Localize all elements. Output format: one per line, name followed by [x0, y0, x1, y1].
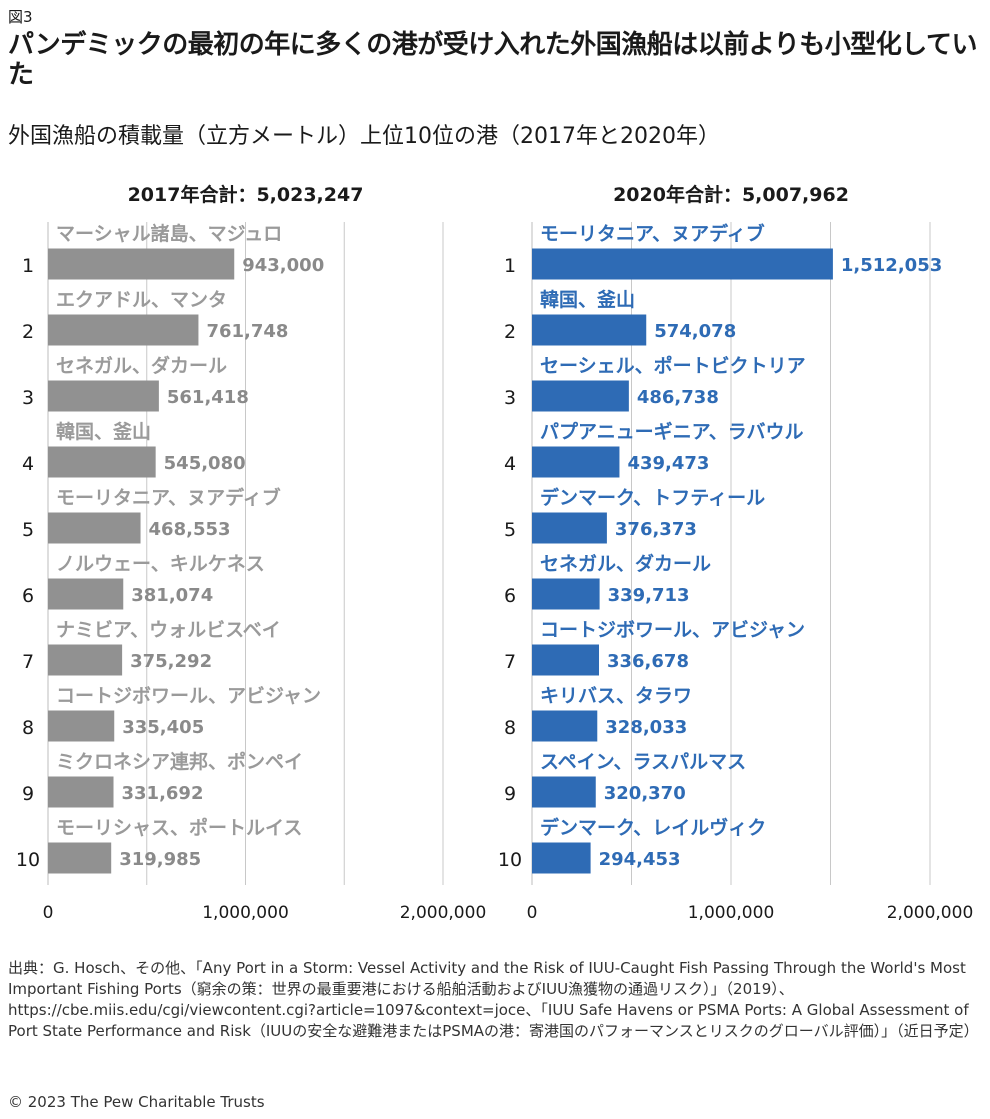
rank-label-p2020-7: 7	[504, 651, 516, 673]
value-label-p2017-5: 468,553	[149, 519, 231, 540]
category-label-p2020-8: キリバス、タラワ	[540, 685, 692, 707]
value-label-p2020-5: 376,373	[615, 519, 697, 540]
category-label-p2020-5: デンマーク、トフティール	[540, 486, 765, 509]
category-label-p2020-10: デンマーク、レイルヴィク	[540, 816, 766, 839]
value-label-p2017-1: 943,000	[242, 255, 324, 276]
rank-label-p2017-10: 10	[16, 849, 40, 871]
value-label-p2020-8: 328,033	[605, 717, 687, 738]
bar-p2017-9	[48, 776, 114, 808]
bar-charts: 0 1,000,000 2,000,000 マーシャル諸島、マジュロ 1 943,000 エ…	[16, 222, 974, 923]
category-label-p2017-9: ミクロネシア連邦、ポンペイ	[56, 750, 303, 773]
rank-label-p2017-1: 1	[22, 255, 34, 277]
value-label-p2020-1: 1,512,053	[841, 255, 942, 276]
category-label-p2017-2: エクアドル、マンタ	[56, 289, 227, 311]
rank-label-p2020-4: 4	[504, 453, 516, 475]
category-label-p2017-6: ノルウェー、キルケネス	[56, 553, 265, 575]
category-label-p2017-8: コートジボワール、アビジャン	[56, 685, 321, 707]
x-tick-label-p2017-2: 2,000,000	[400, 903, 487, 923]
copyright: © 2023 The Pew Charitable Trusts	[8, 1093, 265, 1111]
x-tick-label-p2020-2: 2,000,000	[887, 903, 974, 923]
category-label-p2020-9: スペイン、ラスパルマス	[540, 751, 746, 773]
bar-p2017-1	[48, 248, 235, 280]
value-label-p2020-6: 339,713	[608, 585, 690, 606]
bar-p2020-8	[532, 710, 598, 742]
value-label-p2017-6: 381,074	[131, 585, 213, 606]
bar-p2020-9	[532, 776, 596, 808]
bar-p2017-6	[48, 578, 124, 610]
bar-p2020-6	[532, 578, 600, 610]
rank-label-p2017-3: 3	[22, 387, 34, 409]
rank-label-p2020-3: 3	[504, 387, 516, 409]
bar-p2017-10	[48, 842, 112, 874]
value-label-p2020-3: 486,738	[637, 387, 719, 408]
value-label-p2017-10: 319,985	[119, 849, 201, 870]
rank-label-p2020-9: 9	[504, 783, 516, 805]
bar-p2017-5	[48, 512, 141, 544]
bar-p2020-10	[532, 842, 591, 874]
bar-p2017-3	[48, 380, 159, 412]
panel-2020-title: 2020年合計：5,007,962	[613, 184, 849, 206]
x-tick-label-p2020-0: 0	[527, 903, 538, 923]
source-note: 出典：G. Hosch、その他、「Any Port in a Storm: Ve…	[8, 959, 979, 1040]
x-tick-label-p2020-1: 1,000,000	[688, 903, 775, 923]
value-label-p2017-9: 331,692	[122, 783, 204, 804]
bar-p2020-5	[532, 512, 607, 544]
bar-p2017-4	[48, 446, 156, 478]
bar-p2020-1	[532, 248, 833, 280]
bar-p2017-2	[48, 314, 199, 346]
category-label-p2020-1: モーリタニア、ヌアディブ	[540, 222, 765, 245]
value-label-p2020-2: 574,078	[654, 321, 736, 342]
rank-label-p2020-6: 6	[504, 585, 516, 607]
category-label-p2017-3: セネガル、ダカール	[56, 354, 227, 377]
value-label-p2020-10: 294,453	[599, 849, 681, 870]
rank-label-p2017-8: 8	[22, 717, 34, 739]
bar-p2020-4	[532, 446, 620, 478]
category-label-p2017-7: ナミビア、ウォルビスベイ	[56, 619, 281, 641]
rank-label-p2020-5: 5	[504, 519, 516, 541]
rank-label-p2017-5: 5	[22, 519, 34, 541]
bar-p2020-7	[532, 644, 599, 676]
rank-label-p2020-2: 2	[504, 321, 516, 343]
chart-subtitle: 外国漁船の積載量（立方メートル）上位10位の港（2017年と2020年）	[8, 124, 720, 149]
x-tick-label-p2017-1: 1,000,000	[202, 903, 289, 923]
value-label-p2017-7: 375,292	[130, 651, 212, 672]
value-label-p2020-7: 336,678	[607, 651, 689, 672]
rank-label-p2020-10: 10	[498, 849, 522, 871]
bar-p2020-2	[532, 314, 647, 346]
category-label-p2020-4: パプアニューギニア、ラバウル	[540, 420, 804, 443]
value-label-p2017-8: 335,405	[122, 717, 204, 738]
category-label-p2020-7: コートジボワール、アビジャン	[540, 619, 805, 641]
panel-2017-title: 2017年合計：5,023,247	[127, 184, 364, 206]
rank-label-p2017-7: 7	[22, 651, 34, 673]
category-label-p2020-2: 韓国、釜山	[540, 288, 635, 311]
category-label-p2017-10: モーリシャス、ポートルイス	[56, 816, 302, 839]
category-label-p2017-1: マーシャル諸島、マジュロ	[56, 222, 282, 245]
value-label-p2017-2: 761,748	[206, 321, 288, 342]
value-label-p2017-3: 561,418	[167, 387, 249, 408]
rank-label-p2017-2: 2	[22, 321, 34, 343]
category-label-p2020-3: セーシェル、ポートビクトリア	[540, 354, 806, 377]
value-label-p2020-9: 320,370	[604, 783, 686, 804]
bar-p2017-7	[48, 644, 123, 676]
value-label-p2017-4: 545,080	[164, 453, 246, 474]
rank-label-p2017-9: 9	[22, 783, 34, 805]
rank-label-p2020-8: 8	[504, 717, 516, 739]
figure-label: 図3	[8, 8, 33, 26]
rank-label-p2020-1: 1	[504, 255, 516, 277]
category-label-p2017-5: モーリタニア、ヌアディブ	[56, 486, 281, 509]
x-tick-label-p2017-0: 0	[43, 903, 54, 923]
rank-label-p2017-6: 6	[22, 585, 34, 607]
value-label-p2020-4: 439,473	[627, 453, 709, 474]
bar-p2017-8	[48, 710, 115, 742]
category-label-p2017-4: 韓国、釜山	[56, 420, 151, 443]
category-label-p2020-6: セネガル、ダカール	[540, 552, 711, 575]
bar-p2020-3	[532, 380, 629, 412]
chart-title: パンデミックの最初の年に多くの港が受け入れた外国漁船は以前よりも小型化していた	[8, 30, 978, 90]
rank-label-p2017-4: 4	[22, 453, 34, 475]
